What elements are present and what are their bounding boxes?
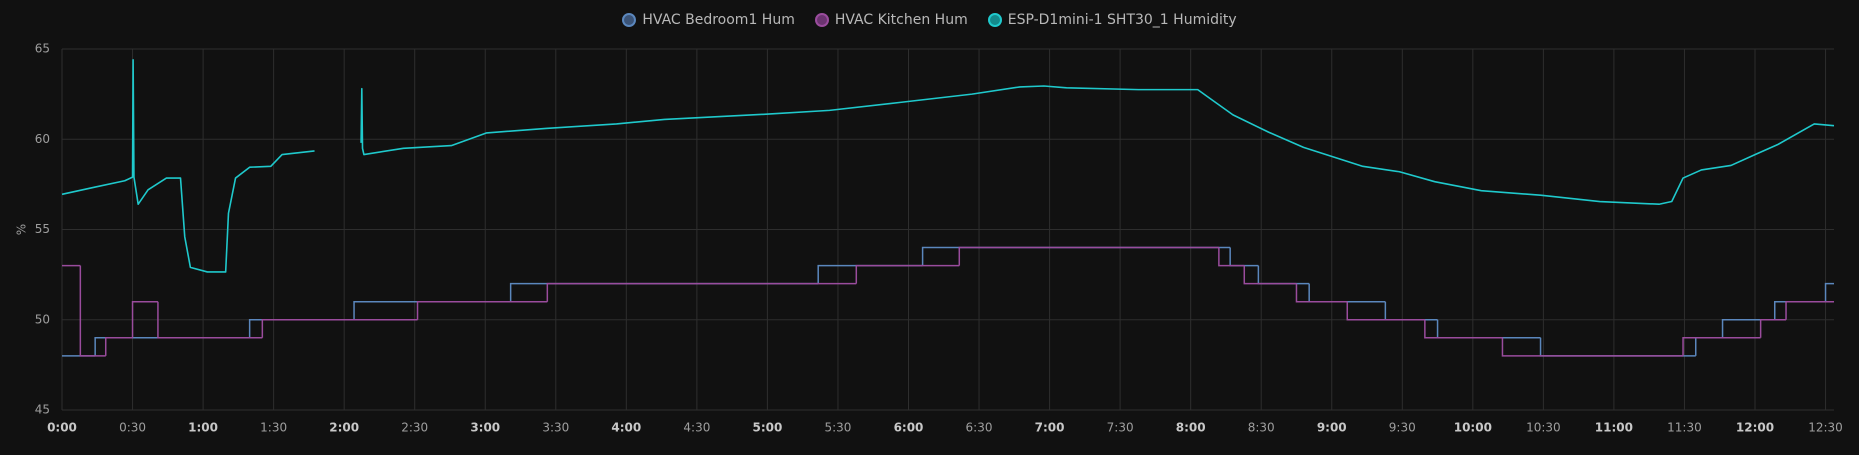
x-tick-label: 3:30 (542, 421, 569, 435)
x-tick-label: 0:00 (47, 421, 77, 435)
x-tick-label: 9:30 (1389, 421, 1416, 435)
y-tick-label: 65 (35, 42, 50, 56)
legend-item[interactable]: HVAC Bedroom1 Hum (622, 12, 795, 28)
y-tick-label: 50 (35, 312, 50, 326)
step-segment (1257, 265, 1310, 285)
x-tick-label: 4:30 (683, 421, 710, 435)
step-segment (921, 246, 1231, 266)
step-segment (1308, 283, 1386, 303)
step-segment (958, 246, 1219, 266)
legend-item[interactable]: HVAC Kitchen Hum (814, 12, 968, 28)
step-segment (79, 265, 106, 357)
series (62, 246, 1834, 357)
line (61, 59, 315, 273)
x-tick-label: 11:00 (1595, 421, 1633, 435)
x-tick-label: 8:00 (1176, 421, 1206, 435)
x-tick-label: 6:30 (966, 421, 993, 435)
y-axis-label: % (15, 224, 29, 235)
step-segment (94, 337, 250, 356)
legend-swatch (622, 13, 637, 27)
x-tick-label: 5:00 (752, 421, 782, 435)
x-tick-label: 1:30 (260, 421, 287, 435)
x-tick-label: 10:30 (1526, 421, 1561, 435)
step-segment (1721, 319, 1775, 338)
x-tick-label: 1:00 (188, 421, 218, 435)
x-tick-label: 7:00 (1035, 421, 1065, 435)
step-segment (131, 300, 158, 338)
legend-swatch (987, 13, 1002, 27)
legend-label: HVAC Bedroom1 Hum (642, 12, 795, 28)
step-segment (1346, 301, 1425, 321)
step-segment (1774, 300, 1826, 320)
x-tick-label: 6:00 (894, 421, 924, 435)
step-segment (509, 282, 819, 302)
step-segment (1759, 319, 1787, 338)
step-segment (1501, 337, 1684, 357)
x-tick-label: 4:00 (611, 421, 641, 435)
y-tick-label: 60 (35, 132, 50, 146)
x-tick-label: 3:00 (470, 421, 500, 435)
step-segment (1218, 247, 1245, 267)
step-segment (855, 264, 960, 284)
legend: HVAC Bedroom1 Hum HVAC Kitchen Hum ESP-D1m… (0, 12, 1859, 28)
step-segment (1229, 247, 1259, 267)
series (61, 59, 1835, 273)
step-segment (1384, 301, 1438, 321)
step-segment (1243, 265, 1297, 285)
x-tick-label: 2:30 (401, 421, 428, 435)
y-tick-label: 45 (35, 403, 50, 417)
x-tick-label: 12:00 (1736, 421, 1774, 435)
x-tick-label: 8:30 (1248, 421, 1275, 435)
step-segment (416, 300, 548, 320)
step-segment (1694, 337, 1723, 356)
legend-swatch (814, 13, 829, 27)
x-tick-label: 2:00 (329, 421, 359, 435)
x-tick-label: 9:00 (1317, 421, 1347, 435)
x-tick-label: 5:30 (824, 421, 851, 435)
y-tick-label: 55 (35, 222, 50, 236)
step-segment (1424, 319, 1503, 339)
step-segment (1295, 283, 1348, 303)
step-segment (248, 319, 355, 338)
legend-label: ESP-D1mini-1 SHT30_1 Humidity (1007, 12, 1237, 28)
x-tick-label: 10:00 (1454, 421, 1492, 435)
legend-label: HVAC Kitchen Hum (834, 12, 968, 28)
step-segment (817, 264, 923, 284)
line (360, 85, 1835, 206)
x-tick-label: 12:30 (1808, 421, 1843, 435)
step-segment (104, 337, 133, 356)
x-tick-label: 11:30 (1667, 421, 1702, 435)
series (62, 246, 1834, 357)
step-segment (1824, 282, 1834, 302)
step-segment (261, 319, 418, 338)
legend-item[interactable]: ESP-D1mini-1 SHT30_1 Humidity (987, 12, 1237, 28)
step-segment (1436, 319, 1541, 339)
x-tick-label: 0:30 (119, 421, 146, 435)
step-segment (1682, 337, 1761, 356)
step-segment (157, 301, 263, 339)
step-segment (1785, 300, 1834, 320)
step-segment (1539, 337, 1696, 357)
step-segment (353, 300, 511, 320)
x-tick-label: 7:30 (1107, 421, 1134, 435)
step-segment (546, 282, 857, 302)
